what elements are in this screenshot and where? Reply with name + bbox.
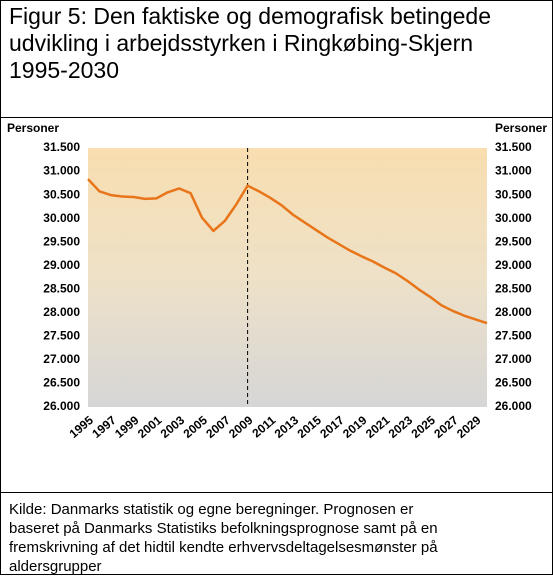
y-tick-label: 26.000 bbox=[43, 399, 80, 413]
y2-tick-label: 28.000 bbox=[495, 305, 532, 319]
y-tick-label: 28.500 bbox=[43, 281, 80, 295]
y2-tick-label: 26.000 bbox=[495, 399, 532, 413]
y-tick-label: 31.000 bbox=[43, 164, 80, 178]
y2-tick-label: 30.500 bbox=[495, 187, 532, 201]
y-tick-label: 29.000 bbox=[43, 258, 80, 272]
y2-tick-label: 31.500 bbox=[495, 140, 532, 154]
title-line: 1995-2030 bbox=[9, 57, 119, 83]
title-line: Figur 5: Den faktiske og demografisk bet… bbox=[9, 3, 491, 29]
y-tick-label: 27.500 bbox=[43, 329, 80, 343]
separator bbox=[1, 117, 552, 118]
note-line: baseret på Danmarks Statistiks befolknin… bbox=[9, 520, 438, 537]
note-line: fremskrivning af det hidtil kendte erhve… bbox=[9, 539, 438, 556]
y2-tick-label: 28.500 bbox=[495, 281, 532, 295]
y-tick-label: 28.000 bbox=[43, 305, 80, 319]
y2-tick-label: 29.500 bbox=[495, 234, 532, 248]
y-axis-label: Personer bbox=[7, 121, 59, 135]
note-line: aldersgrupper bbox=[9, 558, 102, 575]
y2-tick-label: 26.500 bbox=[495, 376, 532, 390]
x-tick-label: 2011 bbox=[249, 413, 278, 441]
note-line: Kilde: Danmarks statistik og egne beregn… bbox=[9, 501, 414, 518]
y-tick-label: 29.500 bbox=[43, 234, 80, 248]
y-tick-label: 31.500 bbox=[43, 140, 80, 154]
y2-tick-label: 27.000 bbox=[495, 352, 532, 366]
y2-tick-label: 29.000 bbox=[495, 258, 532, 272]
y2-axis-label: Personer bbox=[495, 121, 547, 135]
y-tick-label: 30.500 bbox=[43, 187, 80, 201]
chart: Personer Personer 26.000 26.500 27.000 27.5… bbox=[7, 121, 547, 441]
plot-background bbox=[88, 148, 487, 407]
y2-tick-label: 27.500 bbox=[495, 329, 532, 343]
y2-tick-label: 31.000 bbox=[495, 164, 532, 178]
x-tick-label: 2029 bbox=[454, 413, 484, 441]
separator bbox=[1, 492, 552, 493]
data-line bbox=[87, 178, 488, 325]
y-tick-label: 30.000 bbox=[43, 211, 80, 225]
title: Figur 5: Den faktiske og demografisk bet… bbox=[9, 3, 549, 84]
title-line: udvikling i arbejdsstyrken i Ringkøbing-… bbox=[9, 30, 474, 56]
y2-tick-label: 30.000 bbox=[495, 211, 532, 225]
y-tick-label: 27.000 bbox=[43, 352, 80, 366]
y-tick-label: 26.500 bbox=[43, 376, 80, 390]
source-note: Kilde: Danmarks statistik og egne beregn… bbox=[9, 500, 549, 576]
